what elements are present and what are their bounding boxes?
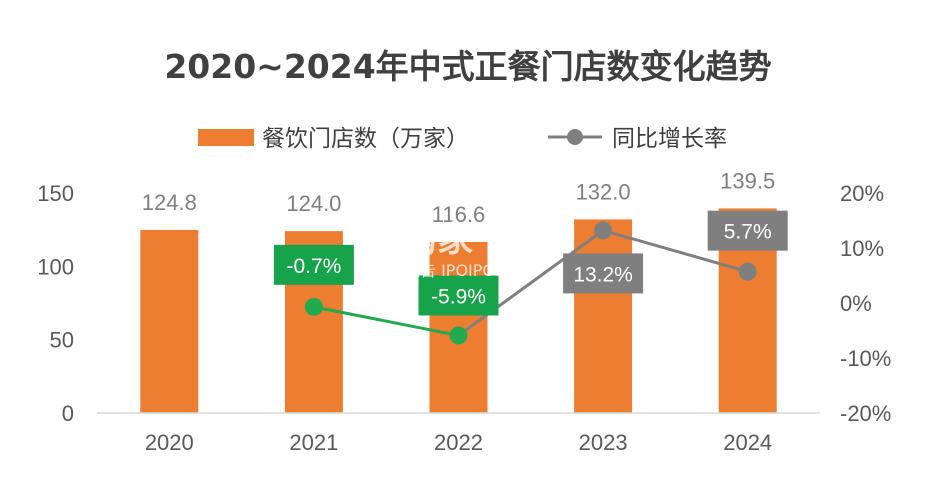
bar-value-label: 124.0 (286, 191, 341, 216)
growth-rate-markers (304, 221, 757, 345)
right-axis-tick: 0% (840, 291, 872, 316)
bar-value-label: 132.0 (576, 179, 631, 204)
bar-value-label: 116.6 (432, 202, 485, 227)
growth-rate-label-box (563, 253, 644, 294)
x-axis-tick: 2022 (434, 430, 483, 455)
growth-rate-label: -0.7% (286, 255, 341, 278)
growth-rate-label-box (418, 275, 499, 316)
x-axis-ticks: 2020 2021 2022 2023 2024 (145, 430, 772, 455)
growth-rate-point (449, 326, 468, 345)
growth-rate-segment (457, 229, 604, 337)
watermark: 开购家 行业报告 IPOIPO.CN (365, 219, 523, 280)
right-axis-tick: -20% (840, 401, 891, 426)
legend-bar-label: 餐饮门店数（万家） (262, 126, 469, 152)
x-axis-tick: 2021 (289, 430, 338, 455)
bar-value-label: 124.8 (142, 190, 197, 215)
growth-rate-segment (313, 305, 459, 337)
chart-title: 2020~2024年中式正餐门店数变化趋势 (164, 47, 771, 86)
growth-rate-line (313, 228, 749, 337)
legend-line-marker (567, 129, 583, 145)
growth-rate-point (738, 262, 757, 281)
left-axis-tick: 100 (37, 254, 74, 279)
bar (574, 219, 633, 413)
legend-bar-swatch (198, 129, 254, 146)
growth-rate-point (304, 297, 323, 316)
legend-line-label: 同比增长率 (612, 126, 727, 152)
watermark-title: 开购家 (365, 219, 473, 260)
left-axis-ticks: 0 50 100 150 (37, 181, 74, 426)
growth-rate-label: 13.2% (573, 263, 633, 286)
left-axis-tick: 0 (62, 401, 74, 426)
growth-rate-point (594, 221, 613, 240)
legend: 餐饮门店数（万家） 同比增长率 (198, 126, 727, 152)
growth-rate-labels: -0.7% -5.9% 13.2% 5.7% (273, 210, 788, 316)
x-axis-tick: 2020 (145, 430, 194, 455)
growth-rate-label-box (273, 244, 354, 285)
right-axis-tick: -10% (840, 346, 891, 371)
x-axis-tick: 2024 (723, 430, 772, 455)
growth-rate-label-box (707, 210, 788, 251)
right-axis-tick: 10% (840, 236, 884, 261)
x-axis-tick: 2023 (579, 430, 628, 455)
bar-value-label: 139.5 (720, 168, 775, 193)
left-axis-tick: 50 (50, 328, 74, 353)
left-axis-tick: 150 (37, 181, 74, 206)
growth-rate-segment (602, 228, 749, 274)
right-axis-ticks: -20% -10% 0% 10% 20% (840, 181, 891, 426)
growth-rate-label: -5.9% (431, 285, 486, 308)
watermark-subtitle: 行业报告 IPOIPO.CN (372, 261, 523, 280)
growth-rate-label: 5.7% (724, 221, 772, 244)
bar (140, 229, 199, 413)
right-axis-tick: 20% (840, 181, 884, 206)
bar-value-labels: 124.8 124.0 116.6 132.0 139.5 (142, 168, 775, 227)
